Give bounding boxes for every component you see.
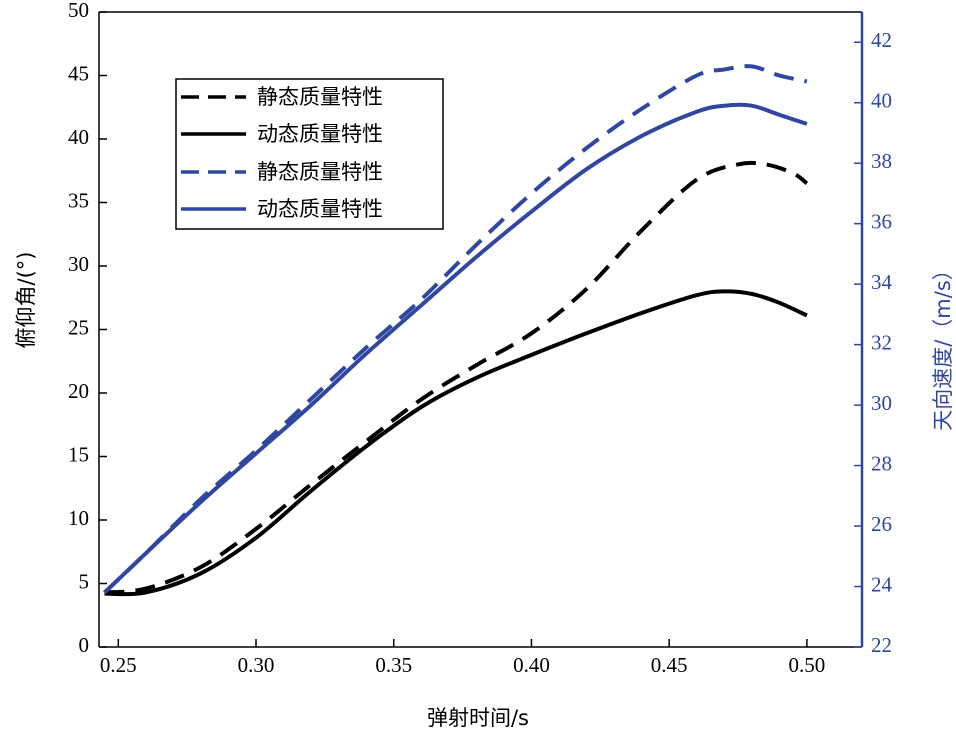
y-right-tick-label: 30 bbox=[871, 391, 892, 415]
y-left-tick-label: 10 bbox=[68, 506, 89, 530]
y-left-tick-label: 0 bbox=[79, 633, 90, 657]
x-tick-label: 0.50 bbox=[789, 653, 826, 677]
legend-label-0: 静态质量特性 bbox=[257, 85, 383, 109]
x-axis-label: 弹射时间/s bbox=[427, 706, 529, 730]
y-left-tick-label: 5 bbox=[79, 569, 90, 593]
legend-label-3: 动态质量特性 bbox=[257, 197, 383, 221]
series-line-0 bbox=[104, 160, 809, 595]
x-tick-label: 0.35 bbox=[375, 653, 412, 677]
y-right-tick-label: 38 bbox=[871, 149, 892, 173]
y-right-tick-label: 36 bbox=[871, 209, 892, 233]
y-axis-right-label: 天向速度/（m/s） bbox=[931, 259, 955, 431]
y-left-tick-label: 15 bbox=[68, 442, 89, 466]
y-right-tick-label: 34 bbox=[871, 270, 893, 294]
series-line-3 bbox=[103, 102, 808, 595]
y-right-tick-label: 40 bbox=[871, 89, 892, 113]
y-left-tick-label: 50 bbox=[68, 0, 89, 22]
legend-label-2: 静态质量特性 bbox=[257, 160, 383, 184]
x-tick-label: 0.30 bbox=[238, 653, 275, 677]
legend-box bbox=[175, 78, 444, 230]
y-left-tick-label: 30 bbox=[68, 252, 89, 276]
x-tick-label: 0.25 bbox=[100, 653, 137, 677]
y-left-tick-label: 35 bbox=[68, 188, 89, 212]
y-axis-left-label: 俯仰角/(°) bbox=[14, 252, 38, 349]
y-left-tick-label: 45 bbox=[68, 61, 89, 85]
x-tick-label: 0.40 bbox=[513, 653, 550, 677]
series-line-2 bbox=[103, 64, 808, 595]
series-line-1 bbox=[104, 289, 808, 597]
y-right-tick-label: 32 bbox=[871, 330, 892, 354]
y-right-tick-label: 24 bbox=[871, 572, 893, 596]
y-right-tick-label: 28 bbox=[871, 451, 892, 475]
y-left-tick-label: 25 bbox=[68, 315, 89, 339]
y-left-tick-label: 20 bbox=[68, 379, 89, 403]
y-right-tick-label: 26 bbox=[871, 512, 892, 536]
x-tick-label: 0.45 bbox=[651, 653, 688, 677]
y-right-tick-label: 22 bbox=[871, 633, 892, 657]
axes: 0 5 10 15 20 25 30 35 40 45 50 22 24 26 28 30 32 34 36 38 40… bbox=[68, 0, 893, 677]
y-left-tick-label: 40 bbox=[68, 125, 89, 149]
series-lines bbox=[103, 64, 809, 597]
y-right-tick-label: 42 bbox=[871, 28, 892, 52]
legend: 静态质量特性 动态质量特性 静态质量特性 动态质量特性 bbox=[175, 78, 444, 230]
legend-label-1: 动态质量特性 bbox=[257, 122, 383, 146]
